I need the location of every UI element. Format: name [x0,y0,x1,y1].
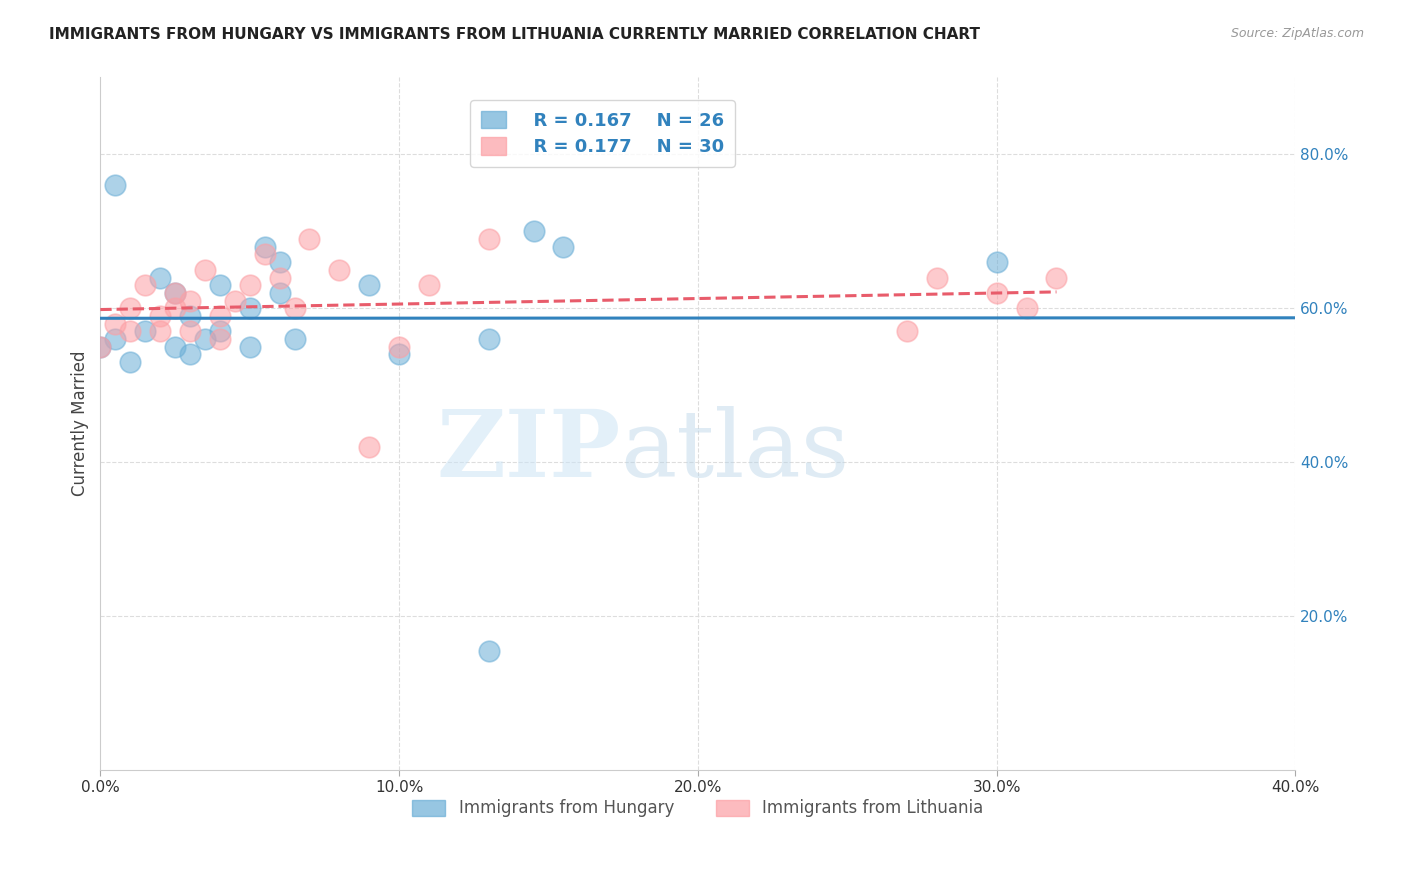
Point [104,178,127,193]
Point [239,340,262,354]
Point [149,309,172,323]
Point [359,278,381,293]
Point [283,301,305,316]
Point [478,644,501,658]
Point [179,309,201,323]
Point [925,270,948,285]
Point [163,340,186,354]
Point [478,332,501,346]
Point [269,285,291,300]
Point [478,232,501,246]
Y-axis label: Currently Married: Currently Married [72,351,89,497]
Point [253,240,276,254]
Point [269,270,291,285]
Point [553,240,575,254]
Point [104,332,127,346]
Point [388,340,411,354]
Point [179,293,201,308]
Point [163,285,186,300]
Point [179,324,201,338]
Point [179,347,201,361]
Text: Source: ZipAtlas.com: Source: ZipAtlas.com [1230,27,1364,40]
Point [120,301,142,316]
Point [986,285,1008,300]
Point [120,324,142,338]
Point [1015,301,1038,316]
Point [523,224,546,238]
Point [89,340,111,354]
Point [1045,270,1067,285]
Point [418,278,440,293]
Point [208,332,231,346]
Point [328,262,350,277]
Text: ZIP: ZIP [436,407,620,497]
Point [89,340,111,354]
Point [239,301,262,316]
Point [194,262,217,277]
Point [986,255,1008,269]
Point [896,324,918,338]
Point [239,278,262,293]
Point [269,255,291,269]
Point [134,324,156,338]
Point [253,247,276,261]
Point [149,270,172,285]
Point [208,324,231,338]
Point [163,285,186,300]
Legend: Immigrants from Hungary, Immigrants from Lithuania: Immigrants from Hungary, Immigrants from… [405,793,990,824]
Point [298,232,321,246]
Point [283,332,305,346]
Point [388,347,411,361]
Point [208,278,231,293]
Point [134,278,156,293]
Point [120,355,142,369]
Point [149,324,172,338]
Text: IMMIGRANTS FROM HUNGARY VS IMMIGRANTS FROM LITHUANIA CURRENTLY MARRIED CORRELATI: IMMIGRANTS FROM HUNGARY VS IMMIGRANTS FR… [49,27,980,42]
Point [194,332,217,346]
Point [359,440,381,454]
Point [208,309,231,323]
Point [104,317,127,331]
Point [163,301,186,316]
Point [224,293,246,308]
Text: atlas: atlas [620,407,849,497]
